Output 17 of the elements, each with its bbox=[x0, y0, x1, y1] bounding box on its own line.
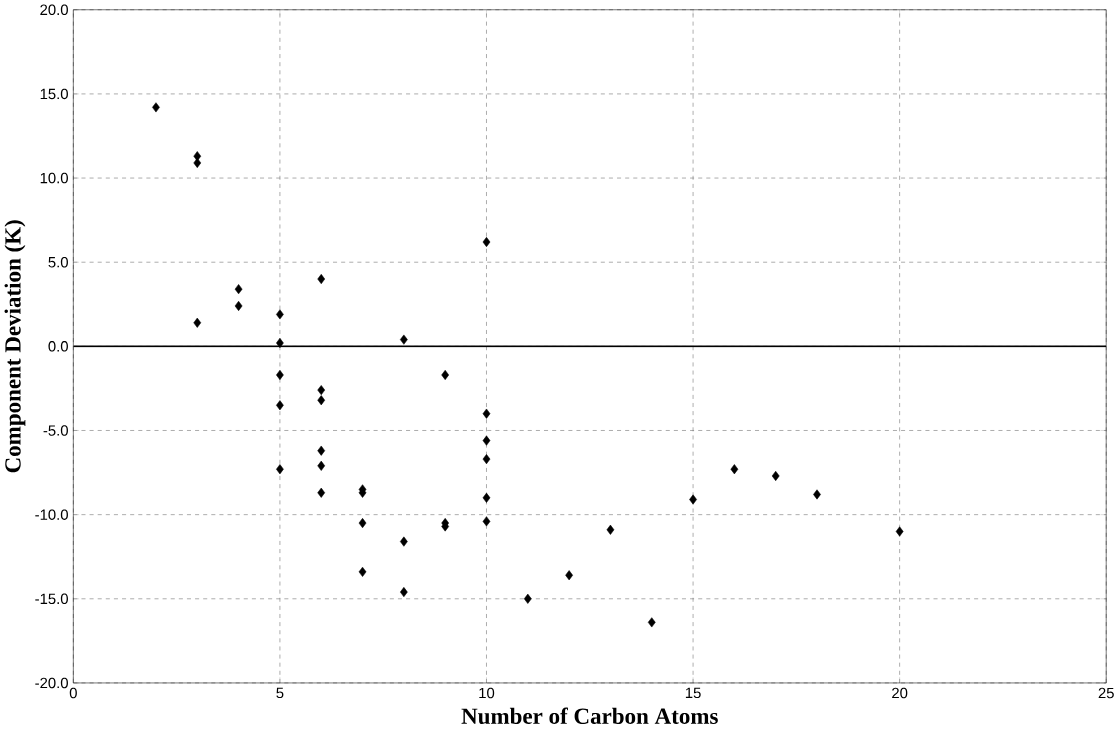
x-axis-title: Number of Carbon Atoms bbox=[461, 707, 718, 725]
y-tick-label: 10.0 bbox=[40, 173, 68, 184]
x-tick-label: 10 bbox=[479, 687, 495, 699]
y-tick-label: 15.0 bbox=[40, 88, 68, 100]
x-tick-label: 15 bbox=[685, 687, 701, 699]
y-tick-label: 5.0 bbox=[48, 257, 68, 268]
y-tick-label: -20.0 bbox=[35, 677, 68, 689]
y-axis-title: Component Deviation (K) bbox=[4, 220, 26, 473]
y-tick-label: 20.0 bbox=[40, 4, 68, 16]
x-tick-label: 0 bbox=[69, 687, 77, 699]
y-tick-label: -10.0 bbox=[35, 509, 68, 521]
y-tick-label: 0.0 bbox=[48, 341, 68, 352]
x-tick-label: 20 bbox=[892, 687, 908, 699]
y-tick-label: -5.0 bbox=[43, 425, 68, 436]
y-tick-label: -15.0 bbox=[35, 593, 68, 605]
x-tick-label: 25 bbox=[1098, 687, 1114, 699]
x-tick-label: 5 bbox=[276, 687, 284, 699]
